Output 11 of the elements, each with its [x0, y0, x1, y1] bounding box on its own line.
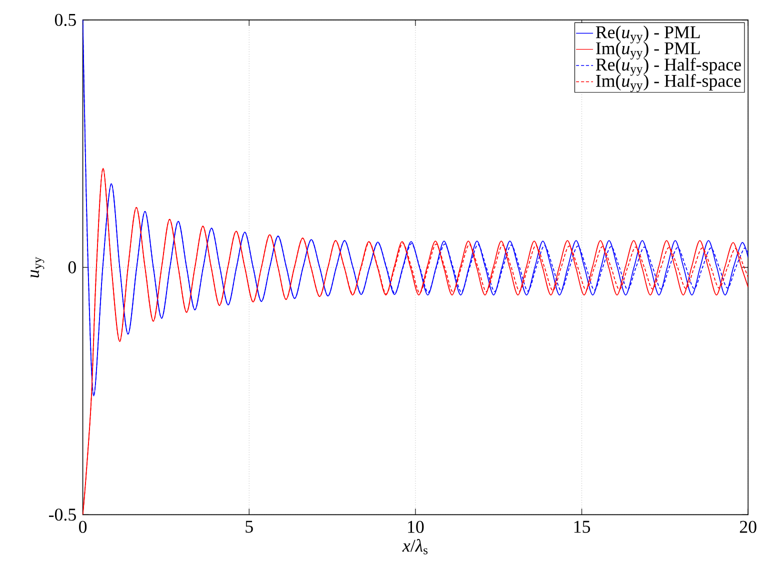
x-tick-label: 20 — [740, 521, 756, 534]
x-tick-label: 5 — [246, 521, 253, 533]
y-axis-title: u$_{yy}$ — [30, 257, 44, 278]
y-tick-label: -0.5 — [48, 508, 76, 521]
y-tick-label: 0.5 — [54, 14, 76, 26]
y-tick-label: 0 — [68, 262, 76, 274]
x-tick-label: 10 — [408, 521, 424, 534]
x-tick-label: 0 — [79, 521, 87, 534]
x-axis-title: x/λ$_{s}$ — [402, 539, 428, 555]
legend-label: Re(u$_{yy}$) - Half-space — [596, 58, 741, 76]
x-tick-label: 15 — [574, 521, 590, 534]
